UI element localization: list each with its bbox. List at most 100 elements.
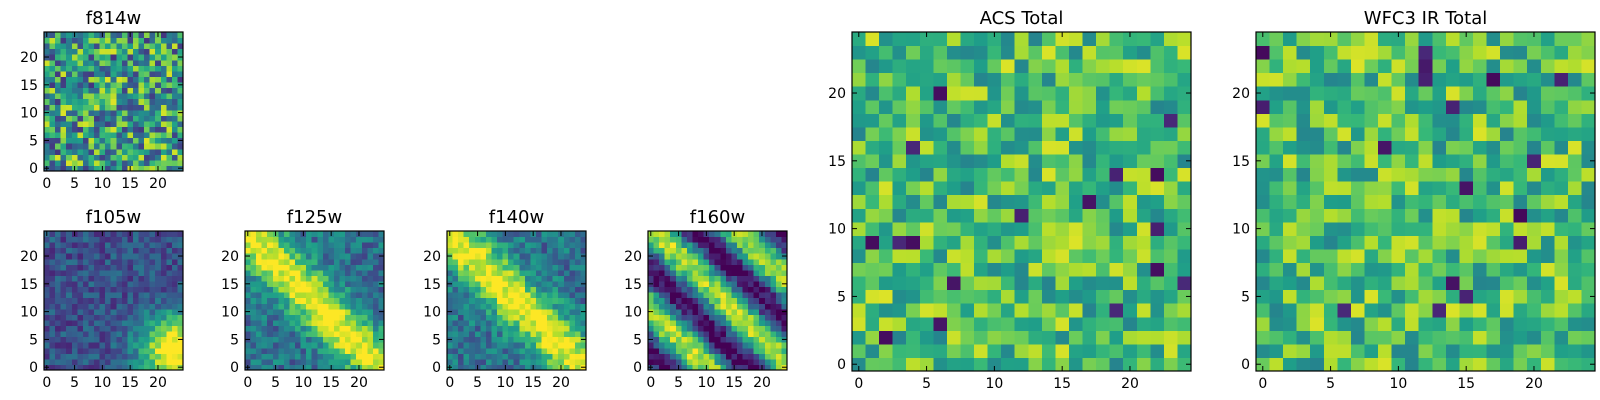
heatmap-cell [1513, 276, 1528, 291]
heatmap-cell [250, 236, 257, 243]
heatmap-cell [71, 76, 78, 83]
heatmap-cell [166, 314, 173, 321]
heatmap-cell [1581, 45, 1596, 60]
heatmap-cell [753, 336, 760, 343]
heatmap-cell [1323, 154, 1338, 169]
heatmap-cell [1163, 221, 1178, 236]
heatmap-cell [513, 303, 520, 310]
heatmap-cell [306, 353, 313, 360]
heatmap-cell [127, 297, 134, 304]
heatmap-cell [1337, 276, 1352, 291]
heatmap-cell [1581, 248, 1596, 264]
heatmap-cell [1310, 45, 1325, 60]
heatmap-cell [278, 319, 285, 327]
heatmap-cell [1378, 262, 1393, 277]
heatmap-cell [731, 319, 738, 327]
heatmap-cell [736, 319, 744, 327]
heatmap-cell [121, 308, 128, 315]
heatmap-cell [659, 303, 666, 310]
heatmap-cell [110, 37, 117, 44]
heatmap-cell [1028, 262, 1043, 277]
heatmap-cell [1581, 86, 1596, 101]
heatmap-cell [155, 143, 162, 150]
heatmap-cell [447, 286, 454, 293]
heatmap-cell [1554, 140, 1569, 155]
heatmap-cell [138, 331, 145, 338]
heatmap-cell [541, 364, 548, 371]
heatmap-cell [71, 353, 78, 360]
heatmap-cell [300, 253, 307, 260]
heatmap-cell [648, 347, 655, 354]
heatmap-cell [88, 93, 95, 100]
heatmap-cell [345, 325, 352, 332]
heatmap-cell [356, 292, 363, 299]
heatmap-cell [1163, 316, 1178, 331]
heatmap-cell [367, 242, 374, 249]
heatmap-cell [160, 87, 167, 94]
heatmap-cell [552, 269, 559, 276]
heatmap-cell [670, 308, 677, 315]
heatmap-cell [82, 275, 89, 282]
heatmap-cell [1472, 99, 1488, 114]
heatmap-cell [748, 319, 755, 327]
heatmap-cell [1337, 235, 1352, 250]
heatmap-cell [892, 276, 907, 291]
heatmap-cell [1041, 140, 1056, 155]
heatmap-cell [138, 281, 145, 288]
heatmap-cell [906, 208, 921, 223]
heatmap-cell [55, 336, 62, 343]
heatmap-cell [1323, 235, 1338, 250]
heatmap-cell [491, 308, 498, 315]
heatmap-cell [110, 297, 117, 304]
heatmap-cell [946, 357, 961, 372]
heatmap-cell [372, 364, 379, 371]
heatmap-cell [116, 264, 123, 271]
heatmap-cell [138, 98, 145, 105]
heatmap-cell [105, 292, 112, 299]
heatmap-cell [121, 32, 128, 39]
heatmap-cell [367, 358, 374, 365]
heatmap-cell [171, 286, 178, 293]
heatmap-cell [458, 358, 465, 365]
heatmap-cell [1041, 235, 1056, 250]
heatmap-cell [447, 269, 454, 276]
heatmap-cell [1068, 59, 1084, 74]
heatmap-cell [1055, 194, 1070, 209]
heatmap-cell [974, 167, 989, 182]
heatmap-cell [502, 242, 509, 249]
heatmap-cell [110, 364, 117, 371]
heatmap-cell [1096, 262, 1111, 277]
heatmap-cell [447, 358, 454, 365]
heatmap-cell [852, 194, 867, 209]
heatmap-cell [149, 331, 156, 338]
heatmap-cell [333, 264, 341, 271]
heatmap-cell [250, 325, 257, 332]
heatmap-cell [267, 303, 274, 310]
heatmap-cell [764, 319, 771, 327]
heatmap-cell [1350, 99, 1365, 114]
heatmap-cell [852, 154, 867, 169]
heatmap-cell [508, 236, 515, 243]
heatmap-cell [906, 181, 921, 196]
heatmap-cell [160, 297, 167, 304]
heatmap-cell [906, 330, 921, 345]
heatmap-cell [960, 181, 975, 196]
heatmap-cell [714, 342, 721, 349]
heatmap-cell [1123, 99, 1138, 114]
heatmap-cell [1014, 194, 1029, 209]
heatmap-cell [1014, 303, 1029, 318]
heatmap-cell [138, 76, 145, 83]
heatmap-cell [1109, 72, 1124, 87]
heatmap-cell [892, 140, 907, 155]
heatmap-cell [166, 269, 173, 276]
heatmap-cell [1323, 357, 1338, 372]
heatmap-cell [339, 314, 346, 321]
heatmap-cell [55, 292, 62, 299]
heatmap-cell [94, 325, 101, 332]
heatmap-cell [127, 143, 134, 150]
heatmap-cell [278, 325, 285, 332]
heatmap-cell [339, 242, 346, 249]
heatmap-cell [1109, 32, 1124, 47]
heatmap-cell [463, 325, 470, 332]
heatmap-cell [105, 82, 112, 89]
